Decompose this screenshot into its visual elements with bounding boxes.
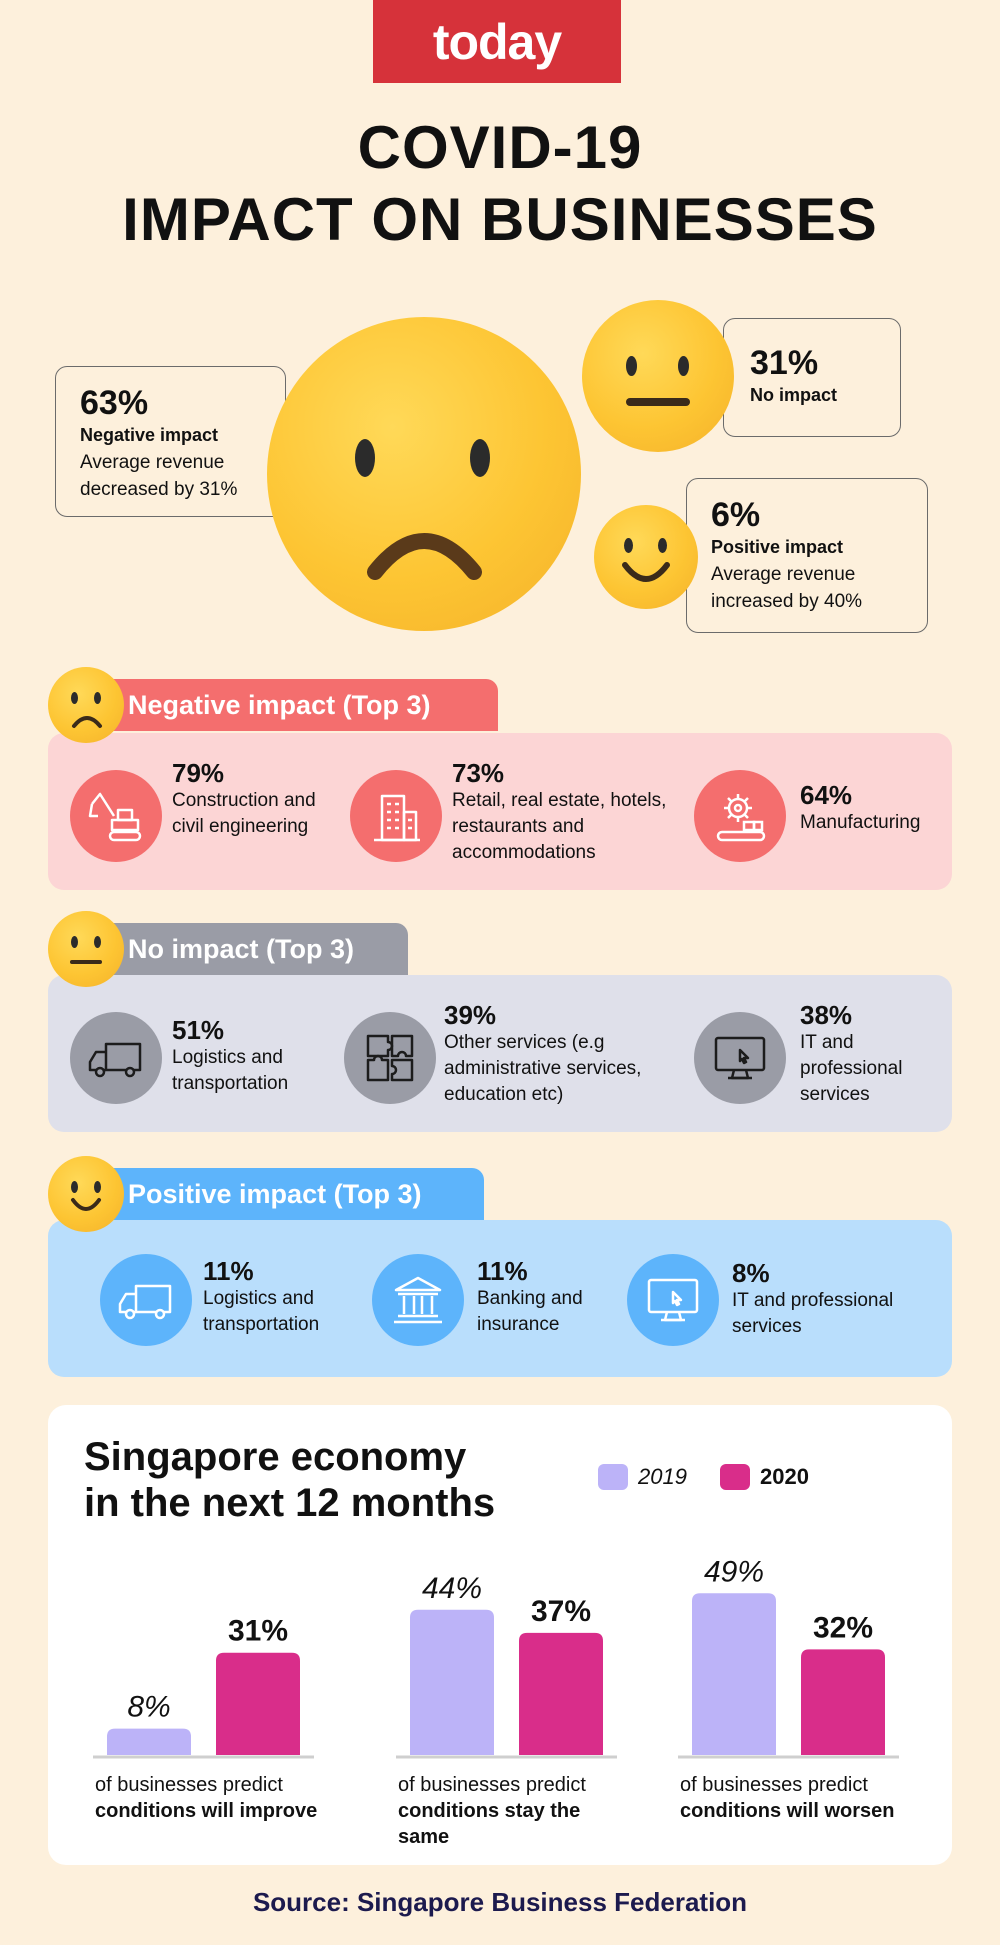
positive-item-1: 11% Logistics and transportation [203, 1256, 373, 1338]
truck-icon [100, 1254, 192, 1346]
negative-item-1-text: Construction and civil engineering [172, 790, 316, 837]
positive-label: Positive impact [711, 537, 844, 557]
category-label-bold-3-1: conditions will worsen [680, 1800, 894, 1822]
legend-swatch-2019 [598, 1464, 628, 1490]
negative-item-2-text: Retail, real estate, hotels, restaurants… [452, 790, 667, 863]
data-label-2020-3: 32% [813, 1611, 873, 1644]
positive-item-1-pct: 11% [203, 1256, 254, 1286]
bar-2019-2 [410, 1609, 494, 1755]
page-title-line1: COVID-19 [357, 114, 643, 181]
source-note: Source: Singapore Business Federation [252, 1887, 748, 1917]
positive-pct: 6% [711, 496, 761, 534]
data-label-2019-2: 44% [422, 1572, 482, 1605]
negative-item-2-pct: 73% [452, 758, 505, 788]
negative-pct: 63% [80, 384, 149, 422]
factory-gear-icon [694, 770, 786, 862]
positive-top3-panel [48, 1220, 952, 1377]
truck-icon [70, 1012, 162, 1104]
positive-item-3-text: IT and professional services [732, 1290, 894, 1337]
sad-face-icon [48, 667, 124, 743]
happy-face-icon [48, 1156, 124, 1232]
no-impact-item-1: 51% Logistics and transportation [172, 1015, 342, 1097]
neutral-face-icon [48, 911, 124, 987]
positive-top3-tab: Positive impact (Top 3) [88, 1168, 484, 1220]
bar-2020-1 [216, 1652, 300, 1755]
page-title-line2: IMPACT ON BUSINESSES [122, 186, 878, 253]
no-impact-item-1-text: Logistics and transportation [172, 1047, 289, 1094]
data-label-2020-2: 37% [531, 1595, 591, 1628]
negative-item-1: 79% Construction and civil engineering [172, 758, 332, 840]
chart-title-line2: in the next 12 months [84, 1481, 496, 1525]
data-label-2020-1: 31% [228, 1615, 288, 1648]
no-impact-item-2: 39% Other services (e.g administrative s… [444, 1000, 694, 1108]
excavator-icon [70, 770, 162, 862]
negative-top3-heading: Negative impact (Top 3) [128, 689, 431, 720]
chart-title: Singapore economy in the next 12 months [84, 1434, 495, 1526]
category-label-pre-3: of businesses predict [680, 1774, 868, 1796]
positive-item-2-text: Banking and insurance [477, 1288, 583, 1335]
negative-stat-box: 63% Negative impact Average revenue decr… [55, 366, 286, 517]
negative-desc: Average revenue decreased by 31% [80, 452, 238, 500]
no-impact-top3-panel [48, 975, 952, 1132]
chart-card [48, 1405, 952, 1865]
negative-top3-tab: Negative impact (Top 3) [88, 679, 498, 731]
positive-item-3: 8% IT and professional services [732, 1258, 952, 1340]
happy-face-icon [594, 505, 698, 609]
negative-item-3-pct: 64% [800, 780, 853, 810]
positive-stat-box: 6% Positive impact Average revenue incre… [686, 478, 928, 633]
negative-item-3-text: Manufacturing [800, 812, 921, 833]
no-impact-item-2-pct: 39% [444, 1000, 497, 1030]
bar-2020-3 [801, 1649, 885, 1755]
bar-2020-2 [519, 1632, 603, 1755]
monitor-icon [627, 1254, 719, 1346]
category-label-pre-1: of businesses predict [95, 1774, 283, 1796]
chart-title-line1: Singapore economy [84, 1435, 467, 1479]
sad-face-icon [267, 317, 581, 631]
no-impact-label: No impact [750, 385, 838, 405]
legend-swatch-2020 [720, 1464, 750, 1490]
no-impact-item-3: 38% IT and professional services [800, 1000, 950, 1108]
positive-item-1-text: Logistics and transportation [203, 1288, 320, 1335]
no-impact-item-3-pct: 38% [800, 1000, 853, 1030]
positive-top3-heading: Positive impact (Top 3) [128, 1178, 422, 1209]
data-label-2019-1: 8% [127, 1691, 170, 1724]
positive-item-2: 11% Banking and insurance [477, 1256, 627, 1338]
negative-top3-panel [48, 733, 952, 890]
positive-item-3-pct: 8% [732, 1258, 770, 1288]
negative-item-1-pct: 79% [172, 758, 225, 788]
category-label-pre-2: of businesses predict [398, 1774, 586, 1796]
no-impact-top3-heading: No impact (Top 3) [128, 933, 354, 964]
positive-desc: Average revenue increased by 40% [711, 564, 863, 612]
negative-item-3: 64% Manufacturing [800, 780, 950, 836]
no-impact-item-2-text: Other services (e.g administrative servi… [444, 1032, 642, 1105]
bar-2019-3 [692, 1593, 776, 1755]
bank-icon [372, 1254, 464, 1346]
legend-label-2020: 2020 [760, 1464, 809, 1489]
category-label-bold-1-1: conditions will improve [95, 1800, 317, 1822]
data-label-2019-3: 49% [704, 1555, 764, 1588]
no-impact-pct: 31% [750, 344, 819, 382]
bar-2019-1 [107, 1728, 191, 1755]
negative-label: Negative impact [80, 425, 219, 445]
puzzle-icon [344, 1012, 436, 1104]
positive-item-2-pct: 11% [477, 1256, 528, 1286]
no-impact-item-3-text: IT and professional services [800, 1032, 903, 1105]
category-label-bold-2-1: conditions stay the [398, 1800, 580, 1822]
legend-label-2019: 2019 [638, 1464, 687, 1489]
no-impact-item-1-pct: 51% [172, 1015, 225, 1045]
neutral-face-icon [582, 300, 734, 452]
today-logo: today [373, 0, 621, 83]
no-impact-stat-box: 31% No impact [723, 318, 901, 437]
no-impact-top3-tab: No impact (Top 3) [88, 923, 408, 975]
category-label-bold-2-2: same [398, 1826, 449, 1848]
monitor-icon [694, 1012, 786, 1104]
negative-item-2: 73% Retail, real estate, hotels, restaur… [452, 758, 682, 866]
building-icon [350, 770, 442, 862]
